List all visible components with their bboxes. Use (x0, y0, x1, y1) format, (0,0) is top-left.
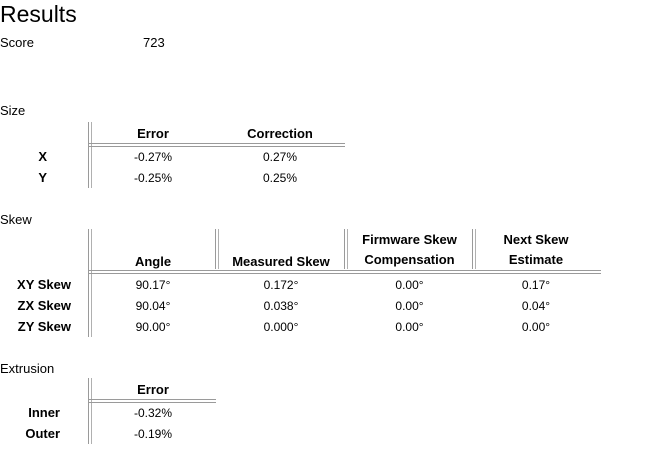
extrusion-row-label: Outer (25, 426, 60, 441)
skew-header-divider (475, 229, 476, 269)
skew-cell-firmware: 0.00° (395, 320, 424, 334)
skew-table-divider (88, 229, 89, 337)
skew-section-label: Skew (0, 212, 32, 227)
size-section-label: Size (0, 103, 26, 118)
skew-cell-measured: 0.172° (263, 278, 299, 292)
skew-header-next-line1: Next Skew (503, 232, 569, 247)
score-label: Score (0, 35, 34, 50)
skew-cell-firmware: 0.00° (395, 278, 424, 292)
skew-table-header-rule (89, 270, 601, 274)
skew-row-label: XY Skew (17, 277, 71, 292)
skew-cell-angle: 90.17° (135, 278, 171, 292)
score-value: 723 (143, 35, 165, 50)
skew-header-firmware-line2: Compensation (364, 252, 455, 267)
skew-header-next-line2: Estimate (508, 252, 564, 267)
size-table-divider (88, 122, 89, 188)
page-title: Results (0, 1, 77, 27)
extrusion-cell-error: -0.19% (133, 427, 173, 441)
skew-cell-next: 0.17° (521, 278, 551, 292)
size-row-label: X (38, 149, 47, 164)
skew-header-divider (472, 229, 473, 269)
skew-cell-angle: 90.04° (135, 299, 171, 313)
skew-cell-next: 0.04° (521, 299, 551, 313)
size-header-correction: Correction (247, 126, 313, 141)
extrusion-table-divider (88, 378, 89, 444)
size-cell-correction: 0.25% (262, 171, 298, 185)
extrusion-header-error: Error (137, 382, 169, 397)
skew-header-divider (347, 229, 348, 269)
size-header-error: Error (137, 126, 169, 141)
skew-cell-measured: 0.000° (263, 320, 299, 334)
size-cell-error: -0.25% (133, 171, 173, 185)
skew-row-label: ZY Skew (17, 319, 71, 334)
extrusion-table-divider (91, 378, 92, 444)
skew-header-divider (215, 229, 216, 269)
extrusion-cell-error: -0.32% (133, 406, 173, 420)
size-table-header-rule (89, 143, 345, 147)
skew-cell-next: 0.00° (521, 320, 551, 334)
size-cell-error: -0.27% (133, 150, 173, 164)
skew-cell-measured: 0.038° (263, 299, 299, 313)
extrusion-row-label: Inner (28, 405, 60, 420)
skew-header-measured: Measured Skew (232, 254, 330, 269)
size-cell-correction: 0.27% (262, 150, 298, 164)
extrusion-section-label: Extrusion (0, 361, 55, 376)
skew-cell-firmware: 0.00° (395, 299, 424, 313)
skew-header-divider (218, 229, 219, 269)
skew-row-label: ZX Skew (17, 298, 71, 313)
size-table-divider (91, 122, 92, 188)
skew-header-angle: Angle (134, 254, 172, 269)
extrusion-table-header-rule (89, 399, 216, 403)
skew-header-divider (344, 229, 345, 269)
size-row-label: Y (38, 170, 47, 185)
skew-cell-angle: 90.00° (135, 320, 171, 334)
skew-table-divider (91, 229, 92, 337)
skew-header-firmware-line1: Firmware Skew (362, 232, 457, 247)
